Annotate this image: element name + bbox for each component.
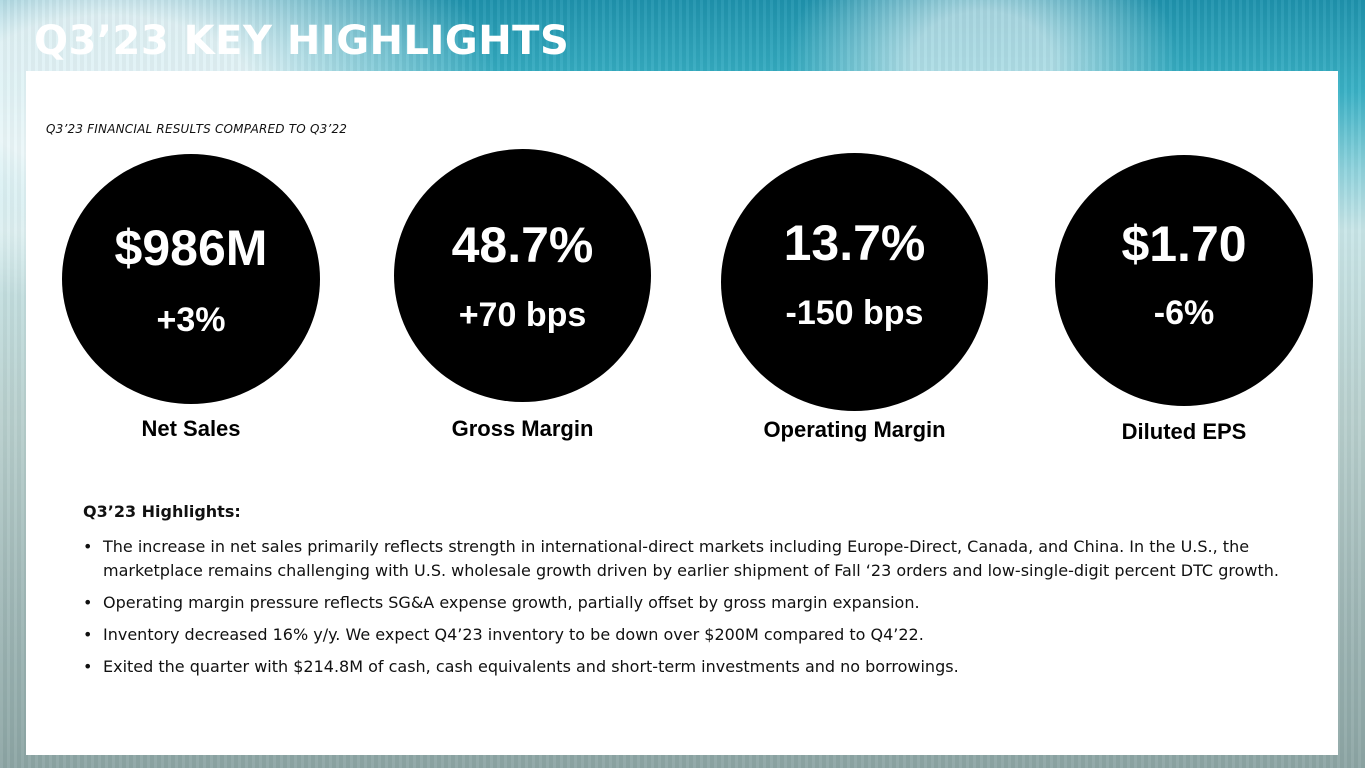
metric-value: $1.70 [1121,216,1247,272]
list-item-text: Exited the quarter with $214.8M of cash,… [103,657,959,676]
metric-change: +3% [156,301,226,339]
metric-label: Operating Margin [763,417,946,442]
list-item: • Operating margin pressure reflects SG&… [83,591,1293,615]
metric-diluted-eps: $1.70 -6% Diluted EPS [1055,155,1313,448]
list-item-text: Operating margin pressure reflects SG&A … [103,593,920,612]
list-item: • Inventory decreased 16% y/y. We expect… [83,623,1293,647]
list-item-text: The increase in net sales primarily refl… [103,537,1279,580]
metric-label: Gross Margin [451,416,594,441]
metric-net-sales: $986M +3% Net Sales [62,154,320,444]
metric-change: +70 bps [458,296,587,334]
list-item: • Exited the quarter with $214.8M of cas… [83,655,1293,679]
list-item-text: Inventory decreased 16% y/y. We expect Q… [103,625,924,644]
highlights-list: • The increase in net sales primarily re… [83,535,1293,687]
metric-value: $986M [114,220,268,276]
bullet-icon: • [83,537,93,556]
bullet-icon: • [83,657,93,676]
metric-change: -6% [1153,294,1215,332]
metric-gross-margin: 48.7% +70 bps Gross Margin [394,149,651,444]
bullet-icon: • [83,625,93,644]
section-subtitle: Q3’23 FINANCIAL RESULTS COMPARED TO Q3’2… [46,122,348,136]
metric-circle: $1.70 -6% [1055,155,1313,406]
metric-value: 13.7% [783,215,926,271]
metric-value: 48.7% [451,217,594,273]
metric-operating-margin: 13.7% -150 bps Operating Margin [721,153,988,444]
metric-label: Net Sales [141,416,241,441]
metric-circle: 13.7% -150 bps [721,153,988,411]
content-card: Q3’23 FINANCIAL RESULTS COMPARED TO Q3’2… [26,71,1338,755]
bullet-icon: • [83,593,93,612]
highlights-heading: Q3’23 Highlights: [83,502,241,521]
slide-title: Q3’23 KEY HIGHLIGHTS [34,18,570,64]
list-item: • The increase in net sales primarily re… [83,535,1293,583]
metric-label: Diluted EPS [1121,419,1247,444]
metric-change: -150 bps [785,294,924,332]
metric-circle: $986M +3% [62,154,320,404]
metric-circle: 48.7% +70 bps [394,149,651,402]
